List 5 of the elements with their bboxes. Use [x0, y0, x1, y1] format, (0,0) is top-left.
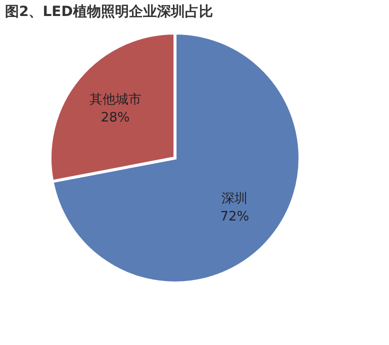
data-label: 72%	[220, 209, 250, 224]
chart-title: 图2、LED植物照明企业深圳占比	[5, 4, 213, 20]
slice-label: 其他城市	[89, 92, 142, 108]
data-label: 28%	[100, 110, 130, 126]
slice-label: 深圳	[222, 191, 248, 206]
